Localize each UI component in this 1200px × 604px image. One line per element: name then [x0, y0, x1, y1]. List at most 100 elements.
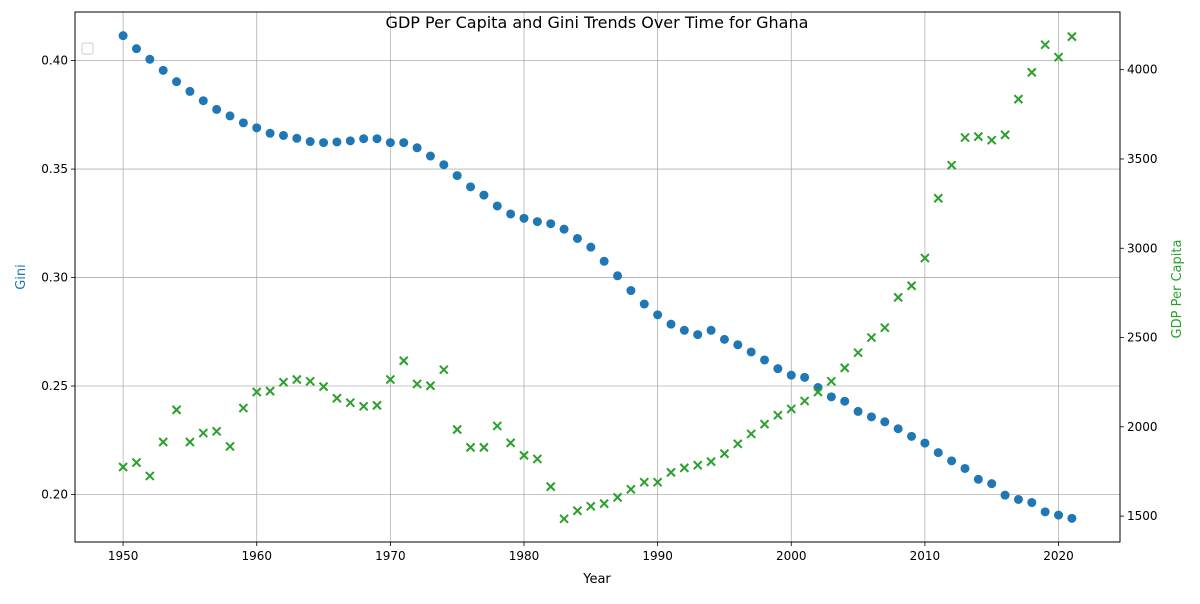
- gdp-point: [679, 463, 690, 473]
- gdp-point: [425, 381, 436, 391]
- gdp-point-stroke: [505, 438, 516, 448]
- gdp-point-stroke: [572, 506, 583, 516]
- gdp-point: [893, 292, 903, 303]
- gdp-point-stroke: [332, 393, 342, 403]
- gdp-point-stroke: [559, 514, 569, 524]
- gdp-point: [1000, 130, 1010, 140]
- gdp-point-stroke: [773, 410, 783, 420]
- gdp-point: [292, 374, 302, 385]
- gdp-point: [906, 281, 917, 291]
- gdp-point: [586, 501, 596, 511]
- gdp-point: [759, 419, 770, 429]
- y-right-tick-label: 2500: [1127, 331, 1158, 345]
- gini-point: [666, 319, 676, 329]
- gdp-point-stroke: [145, 471, 155, 481]
- gdp-point-stroke: [519, 450, 529, 461]
- gdp-point: [118, 462, 128, 472]
- gdp-point: [666, 467, 676, 478]
- y-left-tick-label: 0.25: [41, 379, 68, 393]
- gdp-point: [211, 426, 222, 436]
- gdp-point-stroke: [626, 484, 636, 495]
- gini-point: [893, 424, 903, 434]
- gini-point: [332, 137, 342, 147]
- gdp-point-stroke: [465, 442, 476, 453]
- gdp-point-stroke: [946, 160, 957, 170]
- gini-point: [265, 128, 275, 138]
- gdp-point: [706, 456, 716, 467]
- gdp-point-stroke: [987, 135, 997, 145]
- gdp-point-stroke: [960, 132, 970, 143]
- gini-point: [1040, 507, 1050, 517]
- gdp-point-stroke: [252, 387, 262, 397]
- gdp-point: [345, 398, 355, 408]
- gdp-point: [719, 448, 730, 459]
- gdp-point-stroke: [265, 386, 275, 396]
- gdp-point-stroke: [612, 492, 623, 503]
- gdp-point-stroke: [840, 363, 850, 373]
- gdp-point: [465, 442, 476, 453]
- gini-point: [412, 143, 422, 153]
- x-tick-label: 2020: [1043, 549, 1074, 563]
- gini-point: [920, 438, 930, 448]
- gdp-point-stroke: [826, 376, 837, 386]
- y-right-tick-label: 3500: [1127, 152, 1158, 166]
- gdp-point-stroke: [238, 403, 249, 413]
- gini-point: [158, 65, 168, 75]
- gdp-point-stroke: [746, 429, 756, 439]
- gini-point: [519, 213, 529, 223]
- gdp-point: [933, 193, 943, 203]
- gini-point: [252, 123, 262, 133]
- gdp-point-stroke: [492, 421, 502, 431]
- gdp-point: [265, 386, 275, 396]
- gdp-point: [225, 441, 235, 452]
- gdp-point: [1013, 94, 1024, 104]
- gdp-point-stroke: [920, 253, 930, 263]
- gdp-point-stroke: [813, 387, 823, 397]
- gdp-point: [439, 364, 449, 375]
- gdp-point-stroke: [372, 400, 382, 411]
- x-tick-label: 2000: [776, 549, 807, 563]
- gdp-point: [318, 381, 329, 392]
- gdp-point-stroke: [439, 364, 449, 375]
- gini-point: [613, 271, 623, 281]
- gini-point: [933, 448, 943, 458]
- y-left-tick-label: 0.20: [41, 487, 68, 501]
- gdp-point-stroke: [1040, 39, 1050, 50]
- gini-point: [212, 104, 222, 114]
- gini-point: [466, 182, 476, 192]
- y-left-tick-label: 0.35: [41, 162, 68, 176]
- gini-point: [1054, 510, 1064, 520]
- gdp-point-stroke: [171, 405, 182, 415]
- gdp-point-stroke: [399, 356, 409, 366]
- gdp-point-stroke: [759, 419, 770, 429]
- gini-point: [319, 138, 329, 148]
- gdp-point: [546, 481, 556, 492]
- gdp-point: [158, 437, 168, 447]
- chart-title: GDP Per Capita and Gini Trends Over Time…: [386, 13, 809, 32]
- gdp-point-stroke: [211, 426, 222, 436]
- gini-point: [947, 456, 957, 466]
- gdp-point-stroke: [586, 501, 596, 511]
- gdp-point: [799, 396, 810, 406]
- gini-point: [639, 299, 649, 309]
- gdp-point: [746, 429, 756, 439]
- x-tick-label: 1970: [375, 549, 406, 563]
- gdp-point-stroke: [532, 454, 543, 464]
- gdp-point: [479, 442, 489, 453]
- gini-point: [987, 479, 997, 489]
- gini-point: [385, 138, 395, 148]
- gini-point: [131, 44, 141, 54]
- gini-point: [118, 31, 128, 41]
- gini-point: [653, 310, 663, 320]
- gdp-point: [372, 400, 382, 411]
- gdp-point-stroke: [880, 323, 890, 333]
- gdp-point: [639, 477, 649, 487]
- y-axis-label-left: Gini: [14, 264, 29, 290]
- gini-point: [880, 417, 890, 427]
- gini-point: [1067, 513, 1077, 523]
- gdp-point-stroke: [639, 477, 649, 487]
- y-right-tick-label: 2000: [1127, 420, 1158, 434]
- gini-point: [305, 137, 315, 147]
- gdp-point-stroke: [278, 377, 289, 387]
